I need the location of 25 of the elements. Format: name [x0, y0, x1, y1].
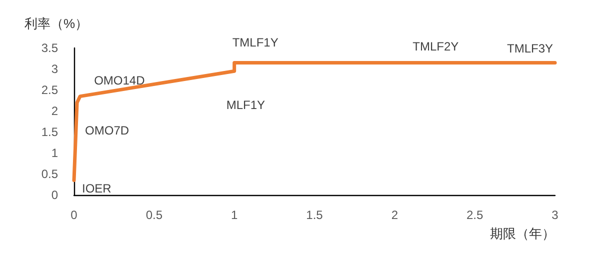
- annotation: OMO14D: [94, 73, 146, 88]
- line-series: [72, 60, 557, 182]
- x-tick-label: 1: [230, 208, 238, 222]
- x-tick-label: 1.5: [306, 208, 324, 222]
- x-tick-label: 2.5: [466, 208, 484, 222]
- x-tick-label: 0.5: [146, 208, 163, 222]
- annotation: OMO7D: [85, 124, 130, 138]
- annotation: TMLF1Y: [232, 36, 278, 50]
- y-tick-label: 1.5: [41, 125, 58, 139]
- y-tick-label: 1: [51, 146, 58, 160]
- x-tick-label: 3: [552, 208, 559, 222]
- x-axis-title: 期限（年）: [490, 226, 555, 241]
- annotation: TMLF3Y: [507, 42, 554, 56]
- y-tick-label: 2.5: [41, 83, 58, 97]
- y-tick-label: 3.5: [41, 41, 58, 55]
- y-tick-label: 0.5: [41, 167, 58, 181]
- annotation: IOER: [82, 181, 112, 196]
- y-tick-label: 0: [51, 188, 58, 202]
- x-tick-label: 2: [391, 208, 398, 222]
- x-tick-label: 0: [70, 208, 78, 222]
- y-axis-title: 利率（%）: [24, 16, 88, 31]
- y-tick-label: 3: [51, 62, 58, 76]
- annotation: TMLF2Y: [412, 40, 459, 54]
- annotation: MLF1Y: [226, 98, 266, 112]
- y-tick-label: 2: [51, 104, 58, 118]
